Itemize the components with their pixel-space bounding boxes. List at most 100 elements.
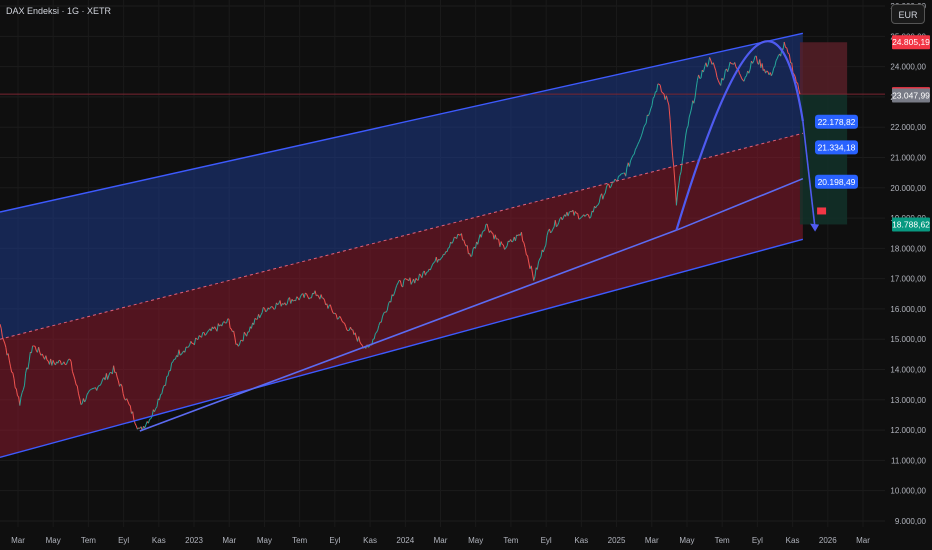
y-tick-label: 20.000,00: [890, 184, 926, 193]
price-segment: [14, 387, 17, 390]
price-segment: [659, 85, 662, 92]
price-segment: [144, 424, 147, 429]
price-segment: [5, 347, 8, 356]
price-segment: [300, 294, 303, 297]
price-segment: [491, 232, 494, 234]
price-segment: [538, 258, 541, 263]
price-segment: [70, 361, 73, 372]
price-segment: [633, 149, 636, 155]
price-segment: [207, 330, 210, 333]
price-segment: [52, 360, 55, 364]
price-segment: [250, 322, 254, 329]
price-segment: [665, 95, 669, 101]
target-marker: [817, 207, 827, 215]
price-segment: [707, 57, 711, 65]
price-segment: [345, 326, 348, 331]
y-tick-label: 22.000,00: [890, 123, 926, 132]
price-segment: [661, 91, 664, 94]
price-segment: [679, 171, 682, 176]
price-segment: [652, 96, 655, 99]
price-segment: [466, 245, 469, 255]
price-segment: [4, 342, 7, 348]
price-segment: [347, 329, 350, 332]
price-segment: [773, 66, 776, 69]
x-tick-label: Eyl: [752, 536, 763, 545]
price-segment: [745, 70, 749, 76]
symbol-title[interactable]: DAX Endeksi · 1G · XETR: [6, 6, 112, 16]
price-segment: [787, 52, 790, 55]
price-segment: [248, 326, 251, 333]
price-segment: [58, 359, 61, 362]
price-segment: [367, 345, 370, 348]
channel-middle-line: [0, 132, 803, 340]
price-segment: [650, 105, 653, 109]
price-segment: [195, 337, 198, 340]
price-segment: [429, 267, 432, 271]
price-label-bg: [815, 114, 858, 129]
x-tick-label: Tem: [81, 536, 96, 545]
price-segment: [270, 306, 273, 308]
price-segment: [552, 226, 555, 230]
price-segment: [329, 304, 332, 309]
price-segment: [286, 298, 289, 305]
price-segment: [263, 307, 265, 309]
price-segment: [720, 78, 723, 86]
price-segment: [17, 395, 20, 398]
price-segment: [197, 335, 200, 340]
price-segment: [590, 210, 593, 217]
price-segment: [715, 70, 718, 78]
price-segment: [741, 78, 744, 81]
price-segment: [499, 241, 502, 247]
price-segment: [386, 303, 389, 311]
price-segment: [579, 217, 582, 219]
price-segment: [134, 423, 137, 427]
price-segment: [603, 192, 606, 196]
price-segment: [640, 131, 644, 137]
price-segment: [484, 224, 487, 231]
price-segment: [190, 341, 193, 344]
price-segment: [734, 62, 737, 67]
price-segment: [161, 387, 164, 394]
price-segment: [610, 181, 613, 187]
y-tick-label: 14.000,00: [890, 366, 926, 375]
price-segment: [415, 278, 418, 281]
price-segment: [116, 377, 119, 382]
price-segment: [316, 294, 318, 297]
price-segment: [460, 233, 464, 241]
price-segment: [774, 60, 777, 67]
price-segment: [550, 231, 553, 234]
price-segment: [331, 308, 334, 313]
y-tick-label: 15.000,00: [890, 335, 926, 344]
price-segment: [243, 331, 246, 335]
price-segment: [69, 359, 72, 362]
price-segment: [554, 220, 557, 227]
price-segment: [359, 341, 362, 345]
price-segment: [292, 299, 295, 302]
trendline: [676, 177, 804, 231]
price-segment: [558, 218, 561, 223]
price-segment: [107, 375, 110, 380]
price-segment: [534, 267, 537, 278]
price-segment: [395, 285, 398, 290]
price-segment: [383, 311, 386, 314]
price-segment: [51, 360, 54, 366]
price-segment: [528, 262, 531, 270]
price-segment: [536, 261, 540, 270]
price-segment: [678, 175, 681, 186]
currency-button[interactable]: EUR: [891, 4, 925, 24]
price-segment: [34, 346, 37, 351]
price-label: 20.198,49: [818, 177, 856, 187]
price-segment: [324, 299, 327, 305]
price-segment: [343, 322, 345, 324]
price-segment: [87, 390, 90, 393]
y-tick-label: 10.000,00: [890, 487, 926, 496]
price-segment: [448, 241, 452, 248]
y-tick-label: 21.000,00: [890, 153, 926, 162]
price-segment: [204, 333, 207, 336]
price-segment: [67, 358, 70, 362]
price-segment: [274, 302, 277, 309]
price-segment: [332, 311, 335, 314]
price-segment: [752, 60, 755, 64]
x-tick-label: 2024: [396, 536, 414, 545]
